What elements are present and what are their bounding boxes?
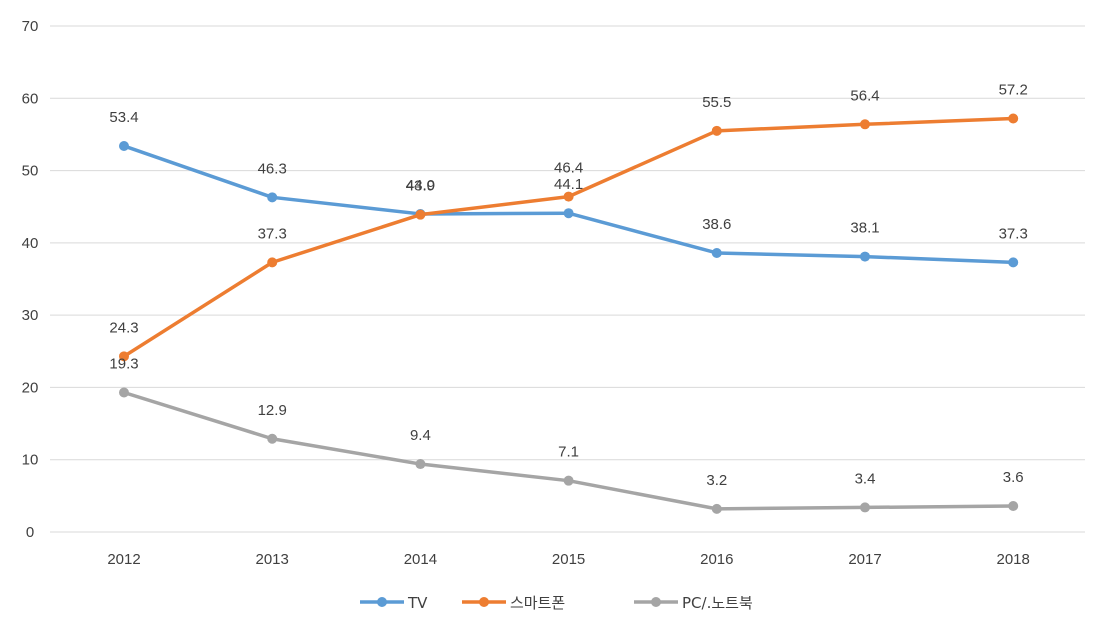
data-point: [119, 351, 129, 362]
legend-item-0: TV: [360, 594, 428, 612]
x-tick-label: 2015: [552, 551, 585, 568]
gridlines: [50, 25, 1085, 533]
data-point: [415, 209, 426, 220]
data-point: [267, 257, 278, 268]
data-labels: 53.4 46.3 44.0 44.1 38.6 38.1 37.3 24.3 37.3 43.9…: [109, 82, 1027, 489]
data-point: [1008, 257, 1019, 268]
legend-marker-0: [377, 597, 387, 607]
data-label: 9.4: [410, 427, 431, 444]
data-point: [415, 459, 426, 470]
data-point: [267, 433, 278, 444]
data-label: 3.6: [1003, 469, 1024, 486]
data-point: [711, 247, 722, 258]
data-point: [267, 192, 278, 203]
data-point: [119, 387, 129, 398]
legend: TV 스마트폰 PC/.노트북: [360, 594, 753, 612]
data-point: [563, 191, 574, 202]
x-tick-label: 2012: [107, 551, 140, 568]
data-label: 55.5: [702, 94, 731, 111]
data-label: 24.3: [109, 319, 138, 336]
legend-marker-1: [479, 597, 489, 607]
data-point: [711, 125, 722, 136]
data-label: 37.3: [999, 225, 1028, 242]
y-tick-label: 0: [26, 524, 34, 541]
legend-label-0: TV: [407, 594, 428, 612]
y-tick-label: 70: [22, 18, 39, 35]
series-lines: [119, 113, 1019, 514]
data-label: 12.9: [258, 402, 287, 419]
data-label: 19.3: [109, 355, 138, 372]
data-point: [860, 251, 870, 262]
data-label: 37.3: [258, 225, 287, 242]
x-tick-label: 2014: [404, 551, 437, 568]
legend-marker-2: [651, 597, 661, 607]
y-tick-label: 60: [22, 90, 39, 107]
y-tick-label: 20: [22, 379, 39, 396]
data-point: [563, 208, 574, 219]
legend-item-2: PC/.노트북: [634, 594, 753, 612]
data-label: 56.4: [850, 87, 879, 104]
data-label: 3.4: [855, 470, 876, 487]
x-tick-label: 2017: [848, 551, 881, 568]
data-label: 7.1: [558, 444, 579, 461]
data-point: [119, 140, 129, 151]
y-axis: 0 10 20 30 40 50 60 70: [22, 18, 39, 541]
x-tick-label: 2018: [997, 551, 1030, 568]
data-label: 44.1: [554, 176, 583, 193]
legend-item-1: 스마트폰: [462, 594, 565, 612]
data-label: 46.3: [258, 160, 287, 177]
x-tick-label: 2016: [700, 551, 733, 568]
data-point: [1008, 113, 1019, 124]
legend-label-2: PC/.노트북: [682, 594, 753, 612]
data-label: 3.2: [706, 472, 727, 489]
data-point: [711, 503, 722, 514]
data-point: [563, 475, 574, 486]
data-point: [860, 502, 870, 513]
data-label: 38.1: [850, 220, 879, 237]
y-tick-label: 30: [22, 307, 39, 324]
data-label: 57.2: [999, 82, 1028, 99]
y-tick-label: 50: [22, 163, 39, 180]
legend-label-1: 스마트폰: [510, 594, 565, 612]
data-point: [860, 119, 870, 130]
data-point: [1008, 500, 1019, 511]
data-label: 46.4: [554, 160, 583, 177]
y-tick-label: 40: [22, 235, 39, 252]
x-axis: 2012 2013 2014 2015 2016 2017 2018: [107, 551, 1030, 568]
x-tick-label: 2013: [256, 551, 289, 568]
data-label: 43.9: [406, 178, 435, 195]
data-label: 38.6: [702, 216, 731, 233]
data-label: 53.4: [109, 109, 138, 126]
y-tick-label: 10: [22, 452, 39, 469]
data-label: 44.0: [406, 177, 435, 194]
